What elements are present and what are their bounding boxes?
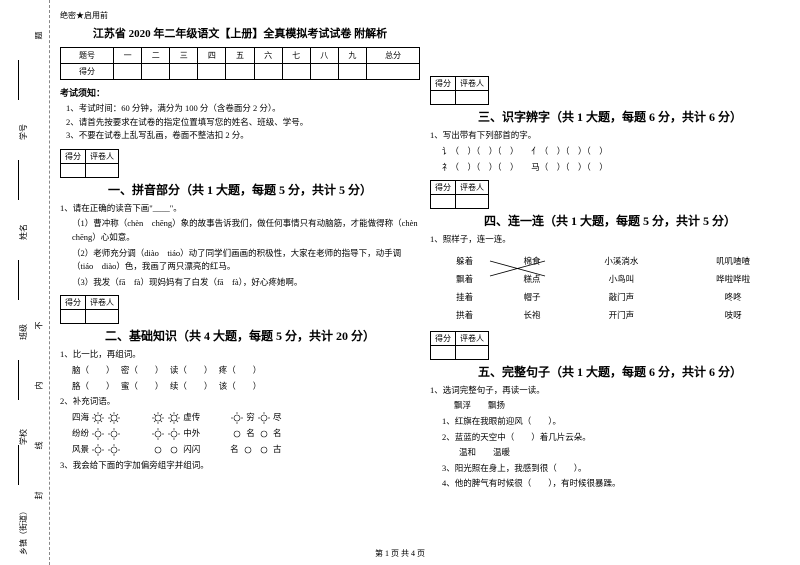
question-text: 1、比一比，再组词。 [60, 348, 420, 362]
score-row-label: 得分 [61, 64, 114, 80]
sun-icon [230, 427, 244, 441]
exam-title: 江苏省 2020 年二年级语文【上册】全真模拟考试试卷 附解析 [60, 25, 420, 41]
section-title: 四、连一连（共 1 大题，每题 5 分，共计 5 分） [430, 212, 790, 229]
example-row [442, 10, 790, 24]
example-row [454, 26, 790, 40]
question-text: 1、照样子，连一连。 [430, 233, 790, 247]
sun-icon [167, 443, 181, 457]
score-box: 得分 评卷人 [430, 180, 489, 209]
right-column: 得分 评卷人 三、识字辨字（共 1 大题，每题 6 分，共计 6 分） 1、写出… [430, 10, 790, 530]
sun-icon [230, 411, 244, 425]
binding-mark: 内 [34, 382, 45, 390]
sun-icon [257, 411, 271, 425]
score-box-header: 得分 [431, 331, 456, 345]
question-text: 飘浮 飘扬 [454, 399, 790, 413]
notice-item: 1、考试时间：60 分钟，满分为 100 分（含卷面分 2 分）。 [66, 102, 420, 116]
score-header: 一 [114, 48, 142, 64]
question-text: 1、红旗在我眼前迎风（ ）。 [442, 415, 790, 429]
binding-field: 学校 [18, 429, 29, 445]
score-header: 五 [226, 48, 254, 64]
question-text: 3、阳光照在身上，我感到很（ ）。 [442, 462, 790, 476]
sun-icon [241, 443, 255, 457]
binding-mark: 题 [34, 32, 45, 40]
word-row: 风景 闪闪 名 古 [72, 443, 420, 457]
section-title: 五、完整句子（共 1 大题，每题 6 分，共计 6 分） [430, 363, 790, 380]
score-box-header: 得分 [61, 149, 86, 163]
page-footer: 第 1 页 共 4 页 [0, 548, 800, 559]
sun-icon [257, 427, 271, 441]
score-box: 得分 评卷人 [60, 295, 119, 324]
sun-icon [91, 443, 105, 457]
binding-mark: 线 [34, 442, 45, 450]
score-box: 得分 评卷人 [430, 331, 489, 360]
sun-icon [151, 443, 165, 457]
score-box-header: 评卷人 [86, 149, 119, 163]
score-box-header: 评卷人 [86, 296, 119, 310]
section-title: 三、识字辨字（共 1 大题，每题 6 分，共计 6 分） [430, 108, 790, 125]
match-table: 躲着 棉食 小溪淌水 叽叽喳喳 飘着 糕点 小鸟叫 哗啦哗啦 挂着 帽子 敲门声… [430, 251, 790, 325]
question-text: 讠（ ）（ ）（ ） 亻（ ）（ ）（ ） [442, 145, 790, 159]
binding-mark: 不 [34, 322, 45, 330]
word-row: 纷纷 中外 名 名 [72, 427, 420, 441]
question-text: 4、他的脾气有时候很（ ），有时候很暴躁。 [442, 477, 790, 491]
score-box: 得分 评卷人 [60, 149, 119, 178]
question-text: 1、选词完整句子，再读一读。 [430, 384, 790, 398]
notice-item: 2、请首先按要求在试卷的指定位置填写您的姓名、班级、学号。 [66, 116, 420, 130]
score-box-header: 评卷人 [456, 181, 489, 195]
section-title: 一、拼音部分（共 1 大题，每题 5 分，共计 5 分） [60, 181, 420, 198]
score-box: 得分 评卷人 [430, 76, 489, 105]
binding-margin: 乡镇（街道） 学校 班级 姓名 学号 封 线 内 不 题 [0, 0, 50, 565]
binding-field: 班级 [18, 324, 29, 340]
score-header: 七 [282, 48, 310, 64]
sun-icon [107, 427, 121, 441]
score-box-header: 得分 [61, 296, 86, 310]
sun-icon [91, 427, 105, 441]
score-header: 四 [198, 48, 226, 64]
score-box-header: 得分 [431, 181, 456, 195]
sun-icon [151, 411, 165, 425]
score-box-header: 评卷人 [456, 77, 489, 91]
question-text: 2、蓝蓝的天空中（ ）着几片云朵。 [442, 431, 790, 445]
score-box-header: 得分 [431, 77, 456, 91]
option-row [454, 41, 790, 55]
question-text: （3）我发（fā fà）现妈妈有了白发（fā fà），好心疼她啊。 [72, 276, 420, 290]
score-box-header: 评卷人 [456, 331, 489, 345]
score-header: 总分 [366, 48, 419, 64]
notice-title: 考试须知： [60, 86, 420, 99]
score-header: 题号 [61, 48, 114, 64]
notice-item: 3、不要在试卷上乱写乱画，卷面不整洁扣 2 分。 [66, 129, 420, 143]
binding-mark: 封 [34, 492, 45, 500]
score-header: 三 [170, 48, 198, 64]
secret-label: 绝密★启用前 [60, 10, 420, 21]
question-text: （1）曹冲称（chèn chēng）象的故事告诉我们，做任何事情只有动脑筋，才能… [72, 217, 420, 244]
score-header: 八 [310, 48, 338, 64]
score-header: 九 [338, 48, 366, 64]
sun-icon [167, 427, 181, 441]
sun-icon [107, 443, 121, 457]
section-title: 二、基础知识（共 4 大题，每题 5 分，共计 20 分） [60, 327, 420, 344]
sun-icon [91, 411, 105, 425]
binding-field: 姓名 [18, 224, 29, 240]
option-row [454, 57, 790, 71]
word-pair-row: 脑（ ） 密（ ） 读（ ） 疼（ ） [72, 364, 420, 378]
question-text: 3、我会给下面的字加偏旁组字并组词。 [60, 459, 420, 473]
word-pair-row: 胳（ ） 蜜（ ） 续（ ） 该（ ） [72, 380, 420, 394]
sun-icon [107, 411, 121, 425]
left-column: 绝密★启用前 江苏省 2020 年二年级语文【上册】全真模拟考试试卷 附解析 题… [60, 10, 420, 530]
question-text: 2、补充词语。 [60, 395, 420, 409]
word-row: 四海 虚传 穷 尽 [72, 411, 420, 425]
score-header: 二 [142, 48, 170, 64]
question-text: 礻（ ）（ ）（ ） 马（ ）（ ）（ ） [442, 161, 790, 175]
question-text: 1、写出带有下列部首的字。 [430, 129, 790, 143]
question-text: （2）老师充分调（diào tiáo）动了同学们画画的积极性，大家在老师的指导下… [72, 247, 420, 274]
sun-icon [257, 443, 271, 457]
score-header: 六 [254, 48, 282, 64]
binding-field: 学号 [18, 124, 29, 140]
question-text: 1、请在正确的读音下画"____"。 [60, 202, 420, 216]
question-text: 温和 温暖 [442, 446, 790, 460]
score-table: 题号 一 二 三 四 五 六 七 八 九 总分 得分 [60, 47, 420, 80]
sun-icon [151, 427, 165, 441]
sun-icon [167, 411, 181, 425]
